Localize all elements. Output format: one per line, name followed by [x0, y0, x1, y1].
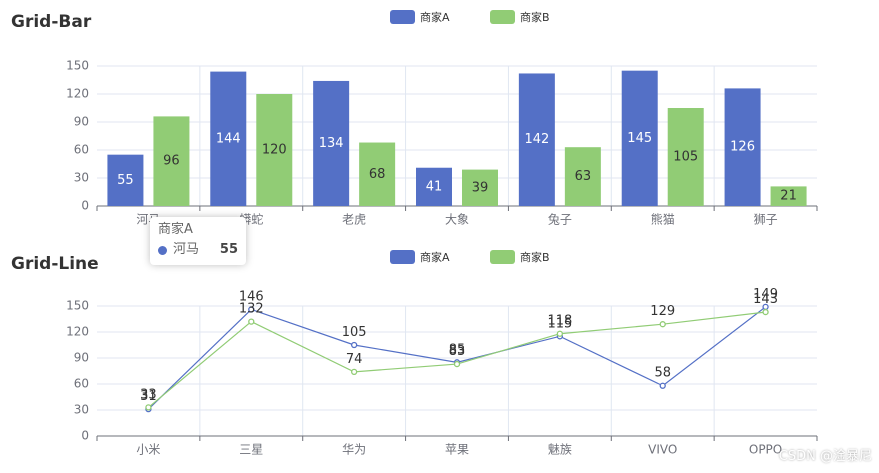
line-chart-point-s2[interactable] — [453, 360, 461, 368]
bar-chart-data-label: 39 — [472, 180, 489, 195]
line-chart-legend-swatch-1[interactable] — [390, 250, 415, 264]
tooltip: 商家A 河马 55 — [150, 217, 246, 265]
bar-chart-data-label: 105 — [673, 150, 698, 165]
bar-chart-bar-s2[interactable] — [667, 108, 704, 206]
line-chart-data-label: 33 — [140, 387, 157, 402]
bar-chart-bar-s1[interactable] — [107, 154, 144, 206]
bar-chart-data-label: 134 — [319, 136, 344, 151]
line-chart-data-label: 85 — [449, 342, 466, 357]
bar-chart-x-tick-label: 大象 — [445, 213, 469, 227]
line-chart-data-label: 74 — [346, 352, 363, 367]
line-chart-data-label: 129 — [650, 304, 675, 319]
line-chart-data-label: 143 — [753, 292, 778, 307]
line-chart-y-tick-label: 30 — [74, 403, 89, 417]
line-chart-data-label: 83 — [449, 344, 466, 359]
line-chart-point-s1[interactable] — [659, 382, 666, 389]
line-chart-x-tick-label: 小米 — [136, 443, 160, 457]
line-chart-data-label: 149 — [753, 287, 778, 302]
line-chart-point-s2[interactable] — [556, 330, 564, 337]
bar-chart-bar-s2[interactable] — [770, 186, 807, 206]
bar-chart-data-label: 120 — [262, 143, 287, 158]
bar-chart-bar-s1[interactable] — [621, 70, 658, 207]
bar-chart-y-tick-label: 30 — [74, 171, 89, 185]
line-chart-data-label: 105 — [342, 325, 367, 340]
tooltip-marker — [158, 245, 167, 255]
bar-chart-data-label: 63 — [575, 169, 592, 184]
bar-chart-legend-label-2: 商家B — [520, 10, 550, 24]
bar-chart-x-tick-label: 老虎 — [342, 213, 366, 227]
line-chart-data-label: 146 — [239, 289, 264, 304]
line-chart-title: Grid-Line — [11, 254, 99, 274]
line-chart-point-s2[interactable] — [248, 318, 255, 325]
line-chart-legend-swatch-2[interactable] — [490, 250, 515, 264]
line-chart-x-tick-label: 三星 — [239, 443, 263, 457]
bar-chart-x-tick-label: 熊猫 — [651, 212, 675, 227]
line-chart-x-tick-label: 魅族 — [548, 442, 572, 457]
tooltip-value: 55 — [219, 242, 238, 257]
bar-chart-legend-label-1: 商家A — [420, 10, 450, 24]
line-chart-y-tick-label: 60 — [74, 377, 89, 391]
bar-chart-data-label: 145 — [627, 131, 652, 146]
bar-chart-bar-s1[interactable] — [416, 167, 452, 206]
line-chart-x-tick-label: OPPO — [749, 443, 782, 457]
bar-chart-legend-swatch-2[interactable] — [490, 10, 515, 24]
line-chart-y-tick-label: 150 — [66, 299, 89, 313]
line-chart-point-s2[interactable] — [762, 308, 769, 316]
line-chart-point-s1[interactable] — [350, 341, 358, 349]
line-chart-data-label: 118 — [547, 314, 572, 329]
line-chart-legend-label-1: 商家A — [420, 250, 450, 264]
line-chart-x-tick-label: 华为 — [342, 443, 366, 457]
bar-chart-legend-swatch-1[interactable] — [390, 10, 415, 24]
bar-chart-data-label: 126 — [730, 140, 755, 155]
bar-chart-title: Grid-Bar — [11, 12, 92, 32]
bar-chart-bar-s1[interactable] — [313, 80, 350, 206]
bar-chart-bar-s2[interactable] — [256, 94, 293, 206]
line-chart-data-label: 31 — [140, 389, 157, 404]
tooltip-row: 河马 55 — [158, 239, 238, 261]
bar-chart-y-tick-label: 120 — [66, 87, 89, 101]
line-chart-point-s2[interactable] — [145, 404, 152, 411]
line-chart-x-tick-label: VIVO — [648, 443, 677, 457]
line-chart-data-label: 58 — [654, 366, 671, 381]
bar-chart-data-label: 144 — [216, 131, 241, 146]
line-chart-legend-label-2: 商家B — [520, 250, 550, 264]
bar-chart-data-label: 96 — [163, 154, 180, 169]
line-chart-data-label: 132 — [239, 302, 264, 317]
bar-chart-y-tick-label: 90 — [74, 115, 89, 129]
tooltip-title: 商家A — [158, 222, 193, 237]
bar-chart-bar-s2[interactable] — [564, 147, 601, 206]
line-chart-y-tick-label: 120 — [66, 325, 89, 339]
bar-chart-data-label: 142 — [524, 132, 549, 147]
bar-chart-data-label: 55 — [117, 173, 134, 188]
line-chart-data-label: 115 — [547, 316, 572, 331]
bar-chart-bar-s1[interactable] — [724, 88, 761, 206]
bar-chart-bar-s2[interactable] — [462, 169, 498, 206]
bar-chart-bar-s2[interactable] — [359, 142, 396, 206]
bar-chart-data-label: 21 — [780, 189, 797, 204]
bar-chart-data-label: 41 — [426, 179, 443, 194]
bar-chart-x-tick-label: 兔子 — [548, 212, 572, 227]
bar-chart-y-tick-label: 0 — [81, 199, 89, 213]
bar-chart-y-tick-label: 60 — [74, 143, 89, 157]
tooltip-name: 河马 — [173, 242, 200, 257]
line-chart-point-s1[interactable] — [248, 306, 255, 313]
bar-chart-x-tick-label: 狮子 — [754, 213, 778, 227]
watermark: CSDN @淦暴尼 — [778, 449, 872, 464]
bar-chart-bar-s2[interactable] — [153, 116, 190, 206]
line-chart-point-s2[interactable] — [350, 368, 358, 376]
line-chart-y-tick-label: 0 — [81, 429, 89, 443]
bar-chart-data-label: 68 — [369, 167, 386, 182]
line-chart-y-tick-label: 90 — [74, 351, 89, 365]
bar-chart-y-tick-label: 150 — [66, 59, 89, 73]
bar-chart-bar-s1[interactable] — [210, 71, 247, 206]
line-chart-x-tick-label: 苹果 — [445, 443, 469, 457]
bar-chart-bar-s1[interactable] — [518, 73, 555, 206]
line-chart-point-s2[interactable] — [659, 321, 666, 328]
